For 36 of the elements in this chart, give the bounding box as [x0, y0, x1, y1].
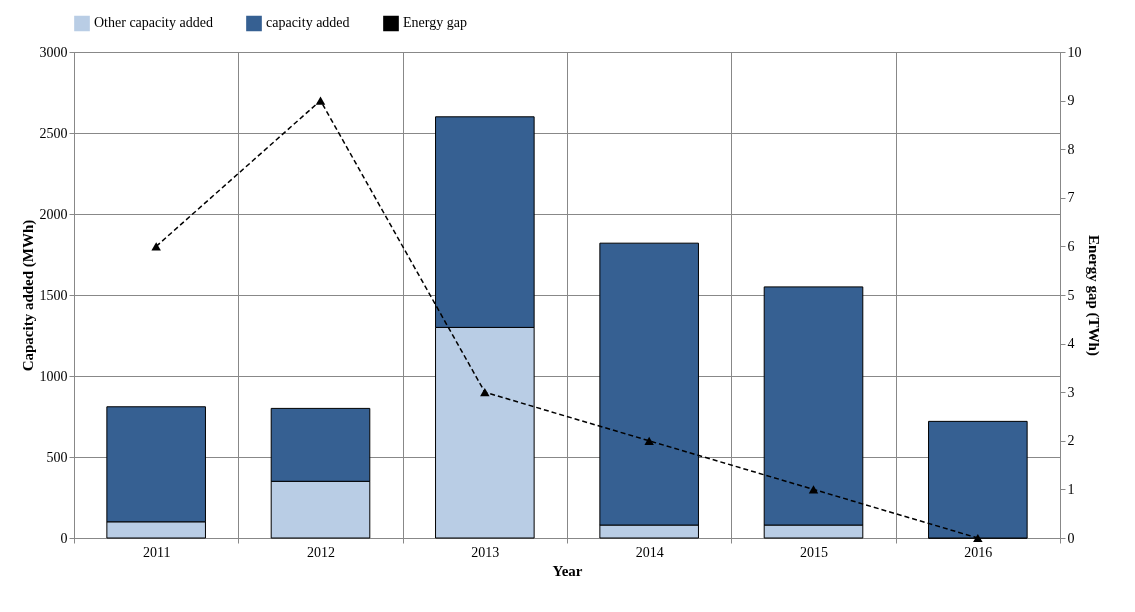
- x-tick-label: 2014: [635, 544, 664, 560]
- y-tick-label: 0: [60, 530, 68, 546]
- point: [644, 436, 654, 445]
- y2-tick-label: 3: [1067, 384, 1075, 400]
- y-tick-label: 1500: [39, 287, 68, 303]
- y2-axis-title: Energy gap (TWh): [1084, 235, 1102, 356]
- y-tick-label: 1000: [39, 368, 68, 384]
- point: [973, 533, 983, 543]
- y2-tick-label: 9: [1067, 93, 1075, 109]
- x-tick-label: 2016: [964, 544, 993, 560]
- y2-tick-label: 10: [1067, 44, 1082, 60]
- y2-tick-label: 5: [1067, 287, 1075, 303]
- point: [315, 96, 326, 105]
- x-axis-title: Year: [552, 562, 583, 579]
- y2-tick-label: 6: [1067, 238, 1075, 254]
- y-tick-label: 2500: [39, 125, 68, 141]
- y-axis-title: Capacity added (MWh): [19, 219, 37, 372]
- y2-tick-label: 0: [1067, 530, 1075, 546]
- y2-tick-label: 7: [1067, 190, 1075, 206]
- point: [151, 242, 161, 251]
- x-tick-label: 2013: [471, 544, 500, 560]
- legend-label: capacity added: [266, 15, 350, 31]
- legend-label: Other capacity added: [94, 15, 213, 31]
- legend-label: Energy gap: [403, 15, 467, 31]
- y-tick-label: 2000: [39, 206, 68, 222]
- y2-tick-label: 8: [1067, 141, 1075, 157]
- y-tick-label: 3000: [39, 44, 68, 60]
- y2-tick-label: 2: [1067, 433, 1075, 449]
- x-tick-label: 2015: [800, 544, 828, 560]
- x-tick-label: 2011: [142, 544, 171, 560]
- point: [808, 485, 819, 494]
- y2-tick-label: 4: [1067, 336, 1075, 352]
- point: [480, 388, 490, 397]
- x-tick-label: 2012: [307, 544, 335, 560]
- y-tick-label: 500: [46, 449, 68, 465]
- y2-tick-label: 1: [1067, 481, 1075, 497]
